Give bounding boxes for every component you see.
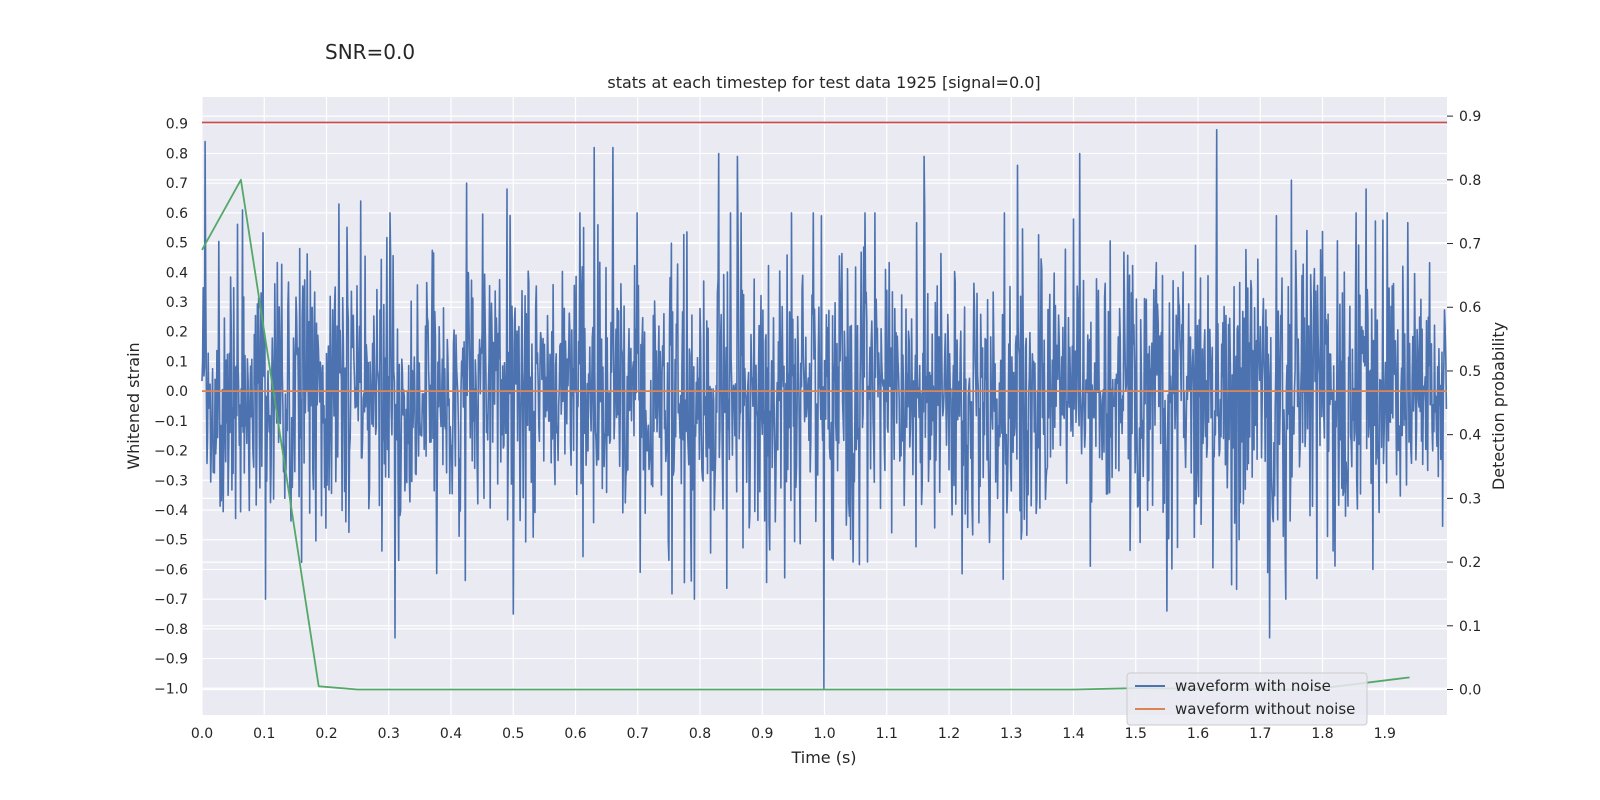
x-tick-label: 1.1: [876, 726, 898, 742]
y-tick-label: 0.1: [166, 354, 188, 370]
x-tick-label: 0.9: [751, 726, 773, 742]
legend-label-waveform-without-noise: waveform without noise: [1175, 700, 1355, 718]
x-tick-label: 0.0: [191, 726, 213, 742]
legend-box: [1126, 672, 1368, 726]
y-tick-label: −0.5: [154, 533, 188, 549]
y-tick-label: −0.8: [154, 622, 188, 638]
ticks-group: 0.0 0.1 0.2 0.3 0.4 0.5 0.6 0.7 0.8 0.9 1.0 1.1 1.2 1…: [154, 109, 1481, 742]
x-tick-label: 0.1: [253, 726, 275, 742]
y-tick-label: 0.5: [166, 236, 188, 252]
y-tick-label: 0.3: [166, 295, 188, 311]
x-tick-label: 1.7: [1249, 726, 1271, 742]
y2-tick-label: 0.2: [1459, 555, 1481, 571]
y-tick-label: −0.9: [154, 652, 188, 668]
x-tick-label: 1.8: [1311, 726, 1333, 742]
y-tick-label: −0.1: [154, 414, 188, 430]
y-tick-label: 0.4: [166, 265, 188, 281]
y2-tick-label: 0.5: [1459, 364, 1481, 380]
y-tick-label: −0.2: [154, 444, 188, 460]
x-tick-label: 1.3: [1000, 726, 1022, 742]
chart-title: stats at each timestep for test data 192…: [607, 73, 1040, 92]
y2-tick-label: 0.0: [1459, 683, 1481, 699]
y-tick-label: 0.7: [166, 176, 188, 192]
suptitle: SNR=0.0: [325, 40, 416, 64]
y2-tick-label: 0.9: [1459, 109, 1481, 125]
x-tick-label: 0.4: [440, 726, 462, 742]
x-tick-label: 1.6: [1187, 726, 1209, 742]
y2-tick-label: 0.6: [1459, 300, 1481, 316]
x-tick-label: 0.2: [315, 726, 337, 742]
y-axis-label: Whitened strain: [124, 342, 143, 469]
y2-tick-label: 0.3: [1459, 491, 1481, 507]
y-tick-label: −0.6: [154, 562, 188, 578]
y-tick-label: −0.7: [154, 592, 188, 608]
x-tick-label: 1.2: [938, 726, 960, 742]
x-tick-label: 1.4: [1062, 726, 1084, 742]
x-tick-label: 1.0: [813, 726, 835, 742]
y-tick-label: 0.9: [166, 117, 188, 133]
x-axis-label: Time (s): [790, 748, 856, 767]
x-tick-label: 0.6: [564, 726, 586, 742]
x-tick-label: 1.5: [1125, 726, 1147, 742]
y2-tick-label: 0.7: [1459, 237, 1481, 253]
y-tick-label: −0.4: [154, 503, 188, 519]
x-tick-label: 0.8: [689, 726, 711, 742]
y-tick-label: 0.2: [166, 325, 188, 341]
y-tick-label: −0.3: [154, 473, 188, 489]
legend: waveform with noise waveform without noi…: [1126, 672, 1368, 726]
y2-tick-label: 0.1: [1459, 619, 1481, 635]
y-tick-label: 0.6: [166, 206, 188, 222]
y2-tick-label: 0.8: [1459, 173, 1481, 189]
x-tick-label: 0.3: [378, 726, 400, 742]
y2-tick-label: 0.4: [1459, 428, 1481, 444]
x-tick-label: 0.5: [502, 726, 524, 742]
series-waveform-with-noise: [201, 128, 1448, 690]
x-tick-label: 0.7: [627, 726, 649, 742]
y2-axis-label: Detection probability: [1489, 322, 1508, 490]
x-tick-label: 1.9: [1374, 726, 1396, 742]
y-tick-label: −1.0: [154, 681, 188, 697]
legend-label-waveform-with-noise: waveform with noise: [1175, 677, 1331, 695]
y-tick-label: 0.0: [166, 384, 188, 400]
y-tick-label: 0.8: [166, 146, 188, 162]
